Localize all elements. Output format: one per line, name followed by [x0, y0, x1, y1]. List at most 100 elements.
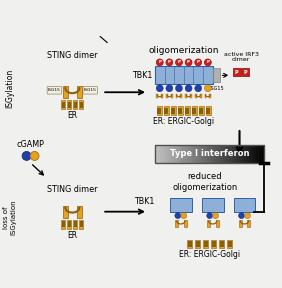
Bar [174, 145, 177, 163]
Text: ER: ER [67, 111, 77, 120]
Bar [206, 108, 210, 114]
Text: cGAMP: cGAMP [17, 141, 45, 149]
Bar [245, 145, 248, 163]
Circle shape [195, 59, 202, 66]
Bar [207, 220, 210, 227]
Circle shape [204, 85, 211, 92]
Text: oligomerization: oligomerization [149, 46, 219, 55]
Bar [212, 145, 216, 163]
Bar [61, 100, 65, 109]
Bar [195, 240, 200, 249]
Bar [190, 94, 192, 98]
Bar [200, 94, 202, 98]
Bar [196, 241, 200, 247]
Bar [171, 94, 173, 98]
Bar [80, 102, 83, 108]
Bar [211, 240, 216, 249]
Bar [178, 106, 183, 115]
Circle shape [239, 213, 244, 219]
Bar [178, 108, 182, 114]
Text: STING dimer: STING dimer [47, 51, 98, 60]
Bar [229, 145, 232, 163]
Bar [185, 145, 188, 163]
Circle shape [213, 213, 219, 219]
Bar [248, 145, 251, 163]
Text: TBK1: TBK1 [135, 197, 155, 206]
Bar [188, 241, 192, 247]
Bar [185, 108, 189, 114]
Bar [195, 94, 197, 98]
Bar [79, 100, 83, 109]
Circle shape [185, 85, 192, 92]
Bar [171, 145, 175, 163]
Bar [209, 94, 211, 98]
Bar [185, 106, 190, 115]
Text: P: P [235, 70, 238, 75]
Circle shape [166, 59, 173, 66]
Circle shape [207, 213, 213, 219]
Bar [204, 241, 208, 247]
Bar [256, 145, 259, 163]
FancyBboxPatch shape [47, 86, 62, 94]
Bar [237, 145, 240, 163]
Circle shape [181, 213, 187, 219]
Bar [157, 106, 162, 115]
Text: P: P [187, 60, 190, 65]
Bar [160, 145, 164, 163]
Bar [158, 145, 161, 163]
Bar [180, 94, 182, 98]
Text: ER: ER [67, 231, 77, 240]
Bar [176, 94, 177, 98]
Bar [79, 220, 83, 229]
Bar [210, 145, 213, 163]
Bar [240, 145, 243, 163]
Bar [170, 198, 192, 212]
Text: ISGylation: ISGylation [5, 69, 14, 108]
Bar [67, 220, 71, 229]
Bar [163, 145, 166, 163]
Circle shape [22, 151, 31, 160]
Text: ISG15: ISG15 [84, 88, 97, 92]
Circle shape [166, 85, 173, 92]
Bar [155, 145, 265, 163]
Bar [63, 86, 68, 98]
Bar [192, 108, 196, 114]
Bar [220, 241, 224, 247]
Bar [166, 145, 169, 163]
Bar [73, 220, 77, 229]
Bar [157, 94, 158, 98]
Bar [199, 106, 204, 115]
Bar [61, 220, 65, 229]
Text: TBK1: TBK1 [133, 71, 153, 80]
Bar [223, 145, 226, 163]
Bar [80, 221, 83, 227]
Bar [180, 145, 183, 163]
Bar [232, 145, 235, 163]
Bar [166, 94, 168, 98]
Bar [171, 106, 176, 115]
Text: ISG15: ISG15 [48, 88, 61, 92]
Bar [251, 145, 254, 163]
Bar [233, 68, 241, 76]
Bar [254, 145, 257, 163]
Bar [74, 221, 77, 227]
Text: active IRF3
dimer: active IRF3 dimer [224, 52, 259, 62]
Bar [207, 145, 210, 163]
Text: STING dimer: STING dimer [47, 185, 98, 194]
Bar [202, 198, 224, 212]
Text: ER: ERGIC-Golgi: ER: ERGIC-Golgi [153, 117, 214, 126]
Bar [239, 220, 241, 227]
Bar [175, 220, 178, 227]
Circle shape [204, 59, 211, 66]
Text: P: P [197, 60, 200, 65]
Bar [218, 145, 221, 163]
Bar [67, 100, 71, 109]
Circle shape [156, 59, 163, 66]
Text: ISG15: ISG15 [210, 86, 224, 91]
Bar [196, 145, 199, 163]
Bar [219, 240, 224, 249]
Bar [193, 145, 197, 163]
Bar [74, 102, 77, 108]
Bar [199, 145, 202, 163]
Bar [216, 220, 219, 227]
